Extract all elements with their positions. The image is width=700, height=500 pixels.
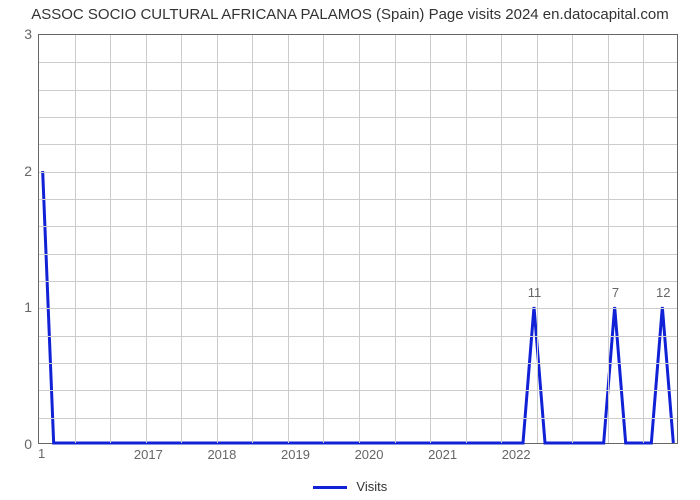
data-point-label: 7 <box>612 285 619 300</box>
grid-horizontal <box>39 172 677 173</box>
grid-vertical <box>181 35 182 443</box>
chart-title: ASSOC SOCIO CULTURAL AFRICANA PALAMOS (S… <box>0 6 700 23</box>
grid-horizontal <box>39 144 677 145</box>
grid-vertical <box>430 35 431 443</box>
data-point-label: 11 <box>528 285 542 300</box>
grid-vertical <box>501 35 502 443</box>
grid-vertical <box>217 35 218 443</box>
grid-horizontal <box>39 336 677 337</box>
grid-horizontal <box>39 117 677 118</box>
grid-vertical <box>75 35 76 443</box>
y-axis-label: 1 <box>24 299 32 315</box>
data-point-label: 12 <box>656 285 670 300</box>
x-axis-label: 2022 <box>502 447 531 462</box>
grid-vertical <box>252 35 253 443</box>
y-axis-label: 0 <box>24 436 32 452</box>
x-axis-label: 2018 <box>207 447 236 462</box>
grid-horizontal <box>39 418 677 419</box>
legend: Visits <box>0 479 700 494</box>
grid-horizontal <box>39 90 677 91</box>
data-point-label: 1 <box>38 446 45 461</box>
y-axis-label: 3 <box>24 26 32 42</box>
x-axis-label: 2021 <box>428 447 457 462</box>
x-axis-label: 2019 <box>281 447 310 462</box>
grid-vertical <box>110 35 111 443</box>
grid-horizontal <box>39 281 677 282</box>
x-axis-label: 2020 <box>355 447 384 462</box>
grid-horizontal <box>39 308 677 309</box>
legend-label: Visits <box>356 479 387 494</box>
grid-vertical <box>643 35 644 443</box>
chart-container: ASSOC SOCIO CULTURAL AFRICANA PALAMOS (S… <box>0 0 700 500</box>
grid-vertical <box>572 35 573 443</box>
grid-horizontal <box>39 390 677 391</box>
grid-horizontal <box>39 199 677 200</box>
y-axis-label: 2 <box>24 163 32 179</box>
grid-vertical <box>466 35 467 443</box>
grid-horizontal <box>39 363 677 364</box>
grid-vertical <box>359 35 360 443</box>
grid-horizontal <box>39 254 677 255</box>
grid-vertical <box>288 35 289 443</box>
x-axis-label: 2017 <box>134 447 163 462</box>
grid-vertical <box>146 35 147 443</box>
grid-horizontal <box>39 226 677 227</box>
grid-horizontal <box>39 62 677 63</box>
legend-swatch <box>313 486 347 489</box>
grid-vertical <box>537 35 538 443</box>
plot-area <box>38 34 678 444</box>
data-line <box>39 35 677 443</box>
grid-vertical <box>608 35 609 443</box>
grid-vertical <box>323 35 324 443</box>
grid-vertical <box>395 35 396 443</box>
